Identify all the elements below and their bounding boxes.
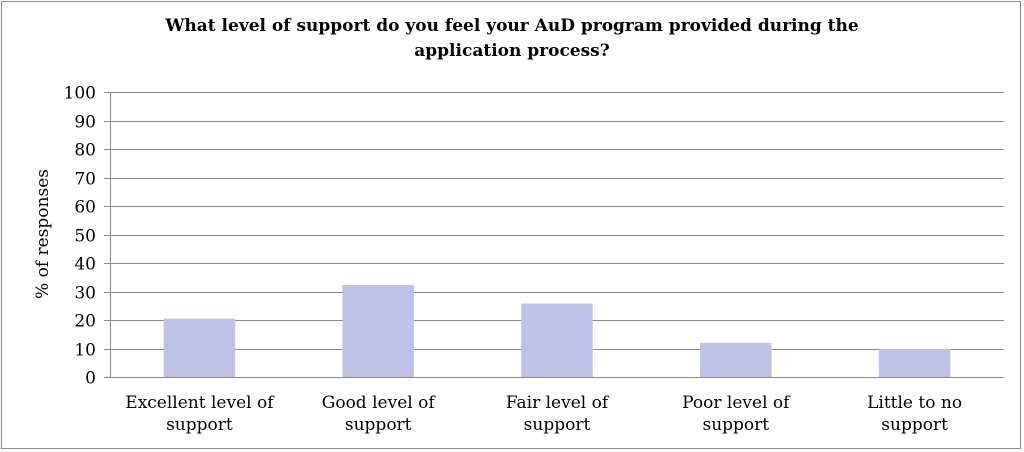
x-tick-label: Little to no support — [867, 393, 962, 435]
y-tick-label: 90 — [74, 113, 96, 133]
y-tick-label: 30 — [74, 284, 96, 304]
y-tick-label: 20 — [74, 312, 96, 332]
y-tick-label: 60 — [74, 198, 96, 218]
y-tick-label: 10 — [74, 341, 96, 361]
y-tick-label: 70 — [74, 170, 96, 190]
y-tick-label: 50 — [74, 227, 96, 247]
x-tick-label: Poor level of support — [682, 393, 791, 435]
x-tick-label: Fair level of support — [506, 393, 610, 435]
x-tick-label: Good level of support — [322, 393, 437, 435]
y-tick-label: 40 — [74, 255, 96, 275]
bar — [878, 349, 951, 377]
x-tick-label: Excellent level of support — [125, 393, 275, 435]
y-tick-label: 80 — [74, 141, 96, 161]
y-tick-label: 0 — [85, 369, 96, 389]
y-tick-label: 100 — [64, 84, 96, 104]
bar — [521, 303, 593, 377]
bar — [163, 318, 236, 377]
bar — [342, 284, 414, 377]
chart-title: What level of support do you feel your A… — [165, 16, 859, 61]
bar — [700, 342, 772, 377]
